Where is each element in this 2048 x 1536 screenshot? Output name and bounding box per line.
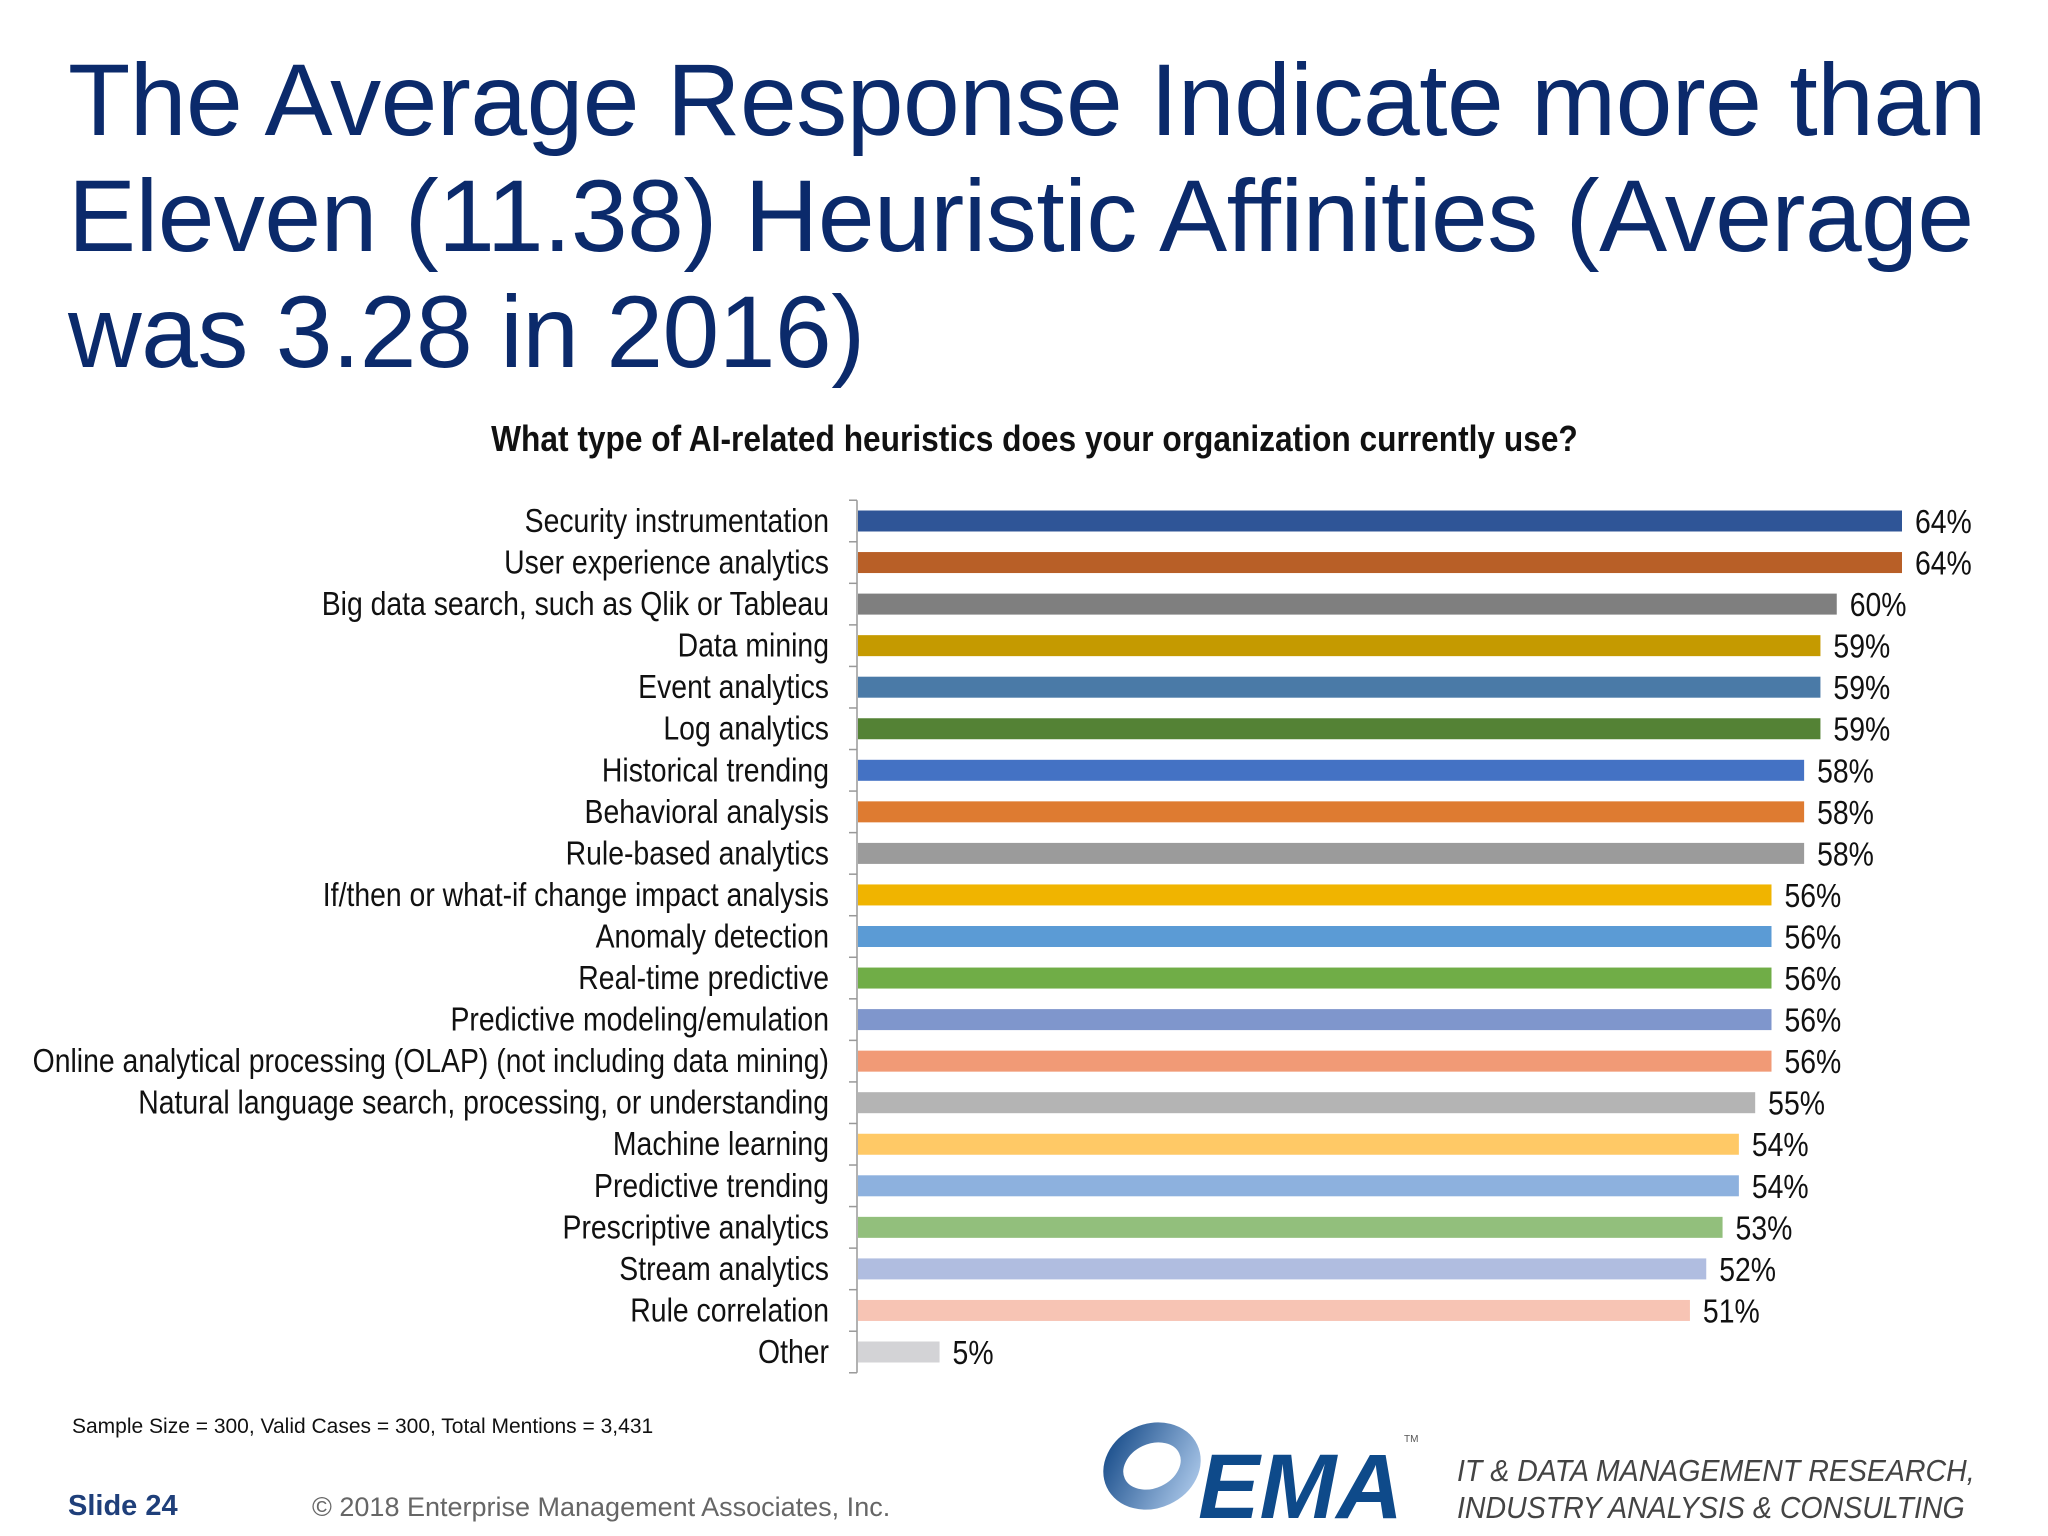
- bar-chart: Security instrumentation 64% User experien…: [33, 499, 1972, 1374]
- bar: [858, 1341, 940, 1363]
- bar: [858, 967, 1772, 989]
- data-label: 64%: [1915, 545, 1972, 583]
- bar: [858, 1050, 1772, 1072]
- data-label: 56%: [1785, 960, 1842, 998]
- bar: [858, 1009, 1772, 1031]
- bar: [858, 1216, 1723, 1238]
- category-label: Predictive trending: [594, 1167, 829, 1205]
- category-label: Anomaly detection: [596, 917, 829, 955]
- category-label: Historical trending: [602, 751, 829, 789]
- bar: [858, 1133, 1739, 1155]
- bar: [858, 593, 1837, 615]
- category-label: Predictive modeling/emulation: [451, 1001, 829, 1039]
- data-label: 59%: [1833, 669, 1890, 707]
- slide-number: Slide 24: [68, 1490, 178, 1522]
- bar: [858, 1175, 1739, 1197]
- data-label: 51%: [1703, 1292, 1760, 1330]
- category-label: Log analytics: [663, 710, 829, 748]
- data-label: 56%: [1785, 1002, 1842, 1040]
- category-label: If/then or what-if change impact analysi…: [323, 876, 829, 914]
- data-label: 59%: [1833, 628, 1890, 666]
- category-label: Data mining: [678, 627, 829, 665]
- bar: [858, 801, 1805, 823]
- category-label: Prescriptive analytics: [563, 1208, 829, 1246]
- category-label: Event analytics: [638, 668, 829, 706]
- copyright: © 2018 Enterprise Management Associates,…: [312, 1492, 891, 1522]
- bar: [858, 884, 1772, 906]
- bar: [858, 1092, 1756, 1114]
- category-label: Security instrumentation: [525, 502, 829, 540]
- category-label: Big data search, such as Qlik or Tableau: [322, 585, 829, 623]
- data-label: 56%: [1785, 877, 1842, 915]
- category-label: Rule-based analytics: [566, 834, 829, 872]
- bar: [858, 635, 1821, 657]
- data-label: 58%: [1817, 752, 1874, 790]
- data-label: 58%: [1817, 835, 1874, 873]
- category-label: Rule correlation: [630, 1291, 829, 1329]
- tagline: IT & DATA MANAGEMENT RESEARCH, INDUSTRY …: [1457, 1453, 1975, 1525]
- logo-swoosh-icon: [1103, 1422, 1201, 1510]
- data-label: 56%: [1785, 1043, 1842, 1081]
- bar: [858, 552, 1902, 574]
- category-label: Stream analytics: [619, 1250, 829, 1288]
- category-label: Real-time predictive: [578, 959, 829, 997]
- chart-title: What type of AI-related heuristics does …: [490, 418, 1578, 459]
- data-label: 60%: [1850, 586, 1907, 624]
- bar: [858, 759, 1805, 781]
- svg-text:TM: TM: [1404, 1434, 1418, 1445]
- data-label: 56%: [1785, 918, 1842, 956]
- data-label: 52%: [1719, 1251, 1776, 1289]
- bar: [858, 1258, 1707, 1280]
- bar: [858, 926, 1772, 947]
- data-label: 54%: [1752, 1126, 1809, 1164]
- data-label: 5%: [953, 1334, 994, 1372]
- category-label: Machine learning: [613, 1125, 829, 1163]
- data-label: 53%: [1736, 1209, 1793, 1247]
- category-label: Online analytical processing (OLAP) (not…: [33, 1042, 829, 1080]
- category-label: Other: [758, 1333, 829, 1371]
- category-label: Behavioral analysis: [585, 793, 829, 831]
- svg-text:EMA: EMA: [1198, 1436, 1403, 1528]
- data-label: 64%: [1915, 503, 1972, 541]
- data-label: 59%: [1833, 711, 1890, 749]
- data-label: 58%: [1817, 794, 1874, 832]
- bar: [858, 510, 1902, 532]
- category-label: Natural language search, processing, or …: [138, 1084, 829, 1122]
- category-label: User experience analytics: [504, 544, 829, 582]
- bar: [858, 1299, 1690, 1321]
- data-label: 55%: [1768, 1085, 1825, 1123]
- bar: [858, 718, 1821, 740]
- sample-size-note: Sample Size = 300, Valid Cases = 300, To…: [72, 1415, 654, 1438]
- ema-logo: EMA TM: [1103, 1422, 1418, 1528]
- slide-title: The Average Response Indicate more than …: [68, 43, 1986, 389]
- bar: [858, 842, 1805, 864]
- bar: [858, 676, 1821, 698]
- data-label: 54%: [1752, 1168, 1809, 1206]
